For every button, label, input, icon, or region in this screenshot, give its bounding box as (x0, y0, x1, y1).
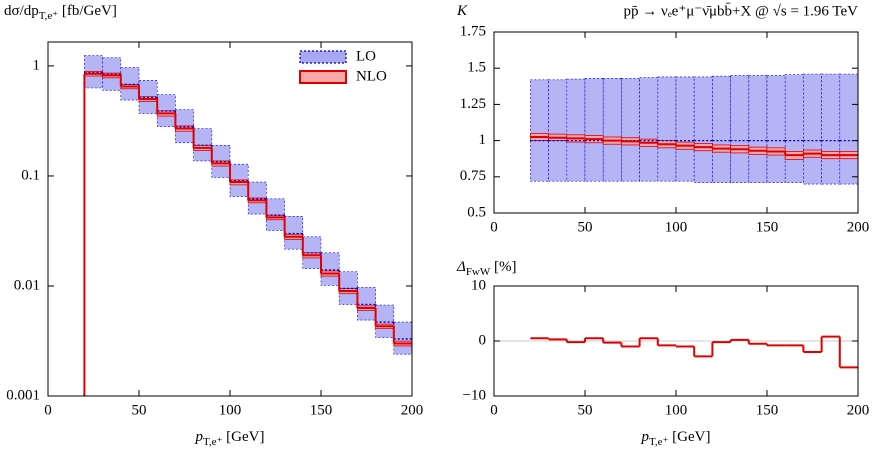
band (766, 75, 786, 183)
band (621, 78, 640, 182)
label-main: p (641, 429, 650, 445)
band (784, 74, 804, 183)
band (657, 76, 677, 182)
x-tick-label: 0 (490, 402, 498, 418)
y-tick-label: 0.75 (460, 168, 486, 184)
legend-label: NLO (356, 68, 387, 84)
y-tick-label: 0.01 (14, 277, 40, 293)
y-tick-label: 1 (33, 57, 41, 73)
label-sub: T,e⁺ (39, 10, 59, 22)
band (393, 321, 413, 355)
chart-title: pp̄ → νₑe⁺μ⁻ν̄μbb̄+X @ √s = 1.96 TeV (624, 3, 859, 19)
band (357, 287, 376, 321)
label-sub: T,e⁺ (203, 436, 223, 448)
band (548, 79, 568, 182)
y-tick-label: 0.5 (467, 204, 486, 220)
y-tick-label: 1.5 (467, 60, 486, 76)
y-tick-label: 0.1 (21, 167, 40, 183)
x-tick-label: 200 (847, 219, 870, 235)
label-main: dσ/dp (4, 3, 39, 19)
band (566, 78, 586, 182)
y-tick-label: 1.75 (460, 23, 486, 39)
band (839, 73, 859, 185)
x-tick-label: 200 (847, 402, 870, 418)
band (530, 79, 549, 182)
x-label: pT,e⁺ [GeV] (195, 429, 265, 447)
panel (494, 335, 858, 369)
x-tick-label: 100 (665, 402, 688, 418)
band (803, 73, 822, 185)
label-unit: [%] (494, 259, 517, 275)
x-tick-label: 50 (578, 219, 593, 235)
x-tick-label: 50 (578, 402, 593, 418)
x-tick-label: 150 (310, 402, 333, 418)
legend-swatch (299, 70, 347, 84)
y-label: dσ/dpT,e⁺ [fb/GeV] (4, 3, 117, 21)
label-sub: T,e⁺ (649, 436, 669, 448)
panel (83, 55, 413, 396)
label-main: Δ (456, 259, 466, 275)
x-tick-label: 150 (756, 402, 779, 418)
legend-swatch (299, 50, 347, 64)
y-label: ΔFwW [%] (456, 259, 517, 277)
y-tick-label: −10 (463, 387, 486, 403)
band (284, 215, 304, 250)
band (602, 78, 622, 182)
band (320, 252, 340, 286)
y-tick-label: 10 (471, 277, 486, 293)
x-tick-label: 100 (219, 402, 242, 418)
label-unit: [fb/GeV] (62, 3, 117, 19)
y-tick-label: 1 (479, 132, 487, 148)
y-tick-label: 0.001 (6, 387, 40, 403)
y-tick-label: 1.25 (460, 96, 486, 112)
x-tick-label: 200 (401, 402, 424, 418)
band (584, 78, 604, 182)
band (639, 77, 659, 182)
band (675, 76, 695, 182)
y-label: K (456, 3, 468, 19)
x-tick-label: 150 (756, 219, 779, 235)
label-unit: [GeV] (672, 429, 710, 445)
band (712, 75, 731, 183)
band (375, 304, 395, 338)
x-label: pT,e⁺ [GeV] (641, 429, 711, 447)
band (120, 67, 140, 101)
label-main: p (195, 429, 204, 445)
legend-label: LO (356, 48, 376, 64)
y-tick-label: 0 (479, 332, 487, 348)
frame (47, 41, 413, 397)
band (730, 75, 750, 183)
band (693, 76, 713, 183)
band (821, 73, 841, 185)
x-tick-label: 0 (490, 219, 498, 235)
band (748, 75, 768, 183)
x-tick-label: 100 (665, 219, 688, 235)
x-tick-label: 0 (44, 402, 52, 418)
label-sub: FwW (466, 266, 491, 278)
panel (530, 73, 859, 185)
x-tick-label: 50 (132, 402, 147, 418)
label-unit: [GeV] (226, 429, 264, 445)
label-main: K (456, 3, 468, 19)
